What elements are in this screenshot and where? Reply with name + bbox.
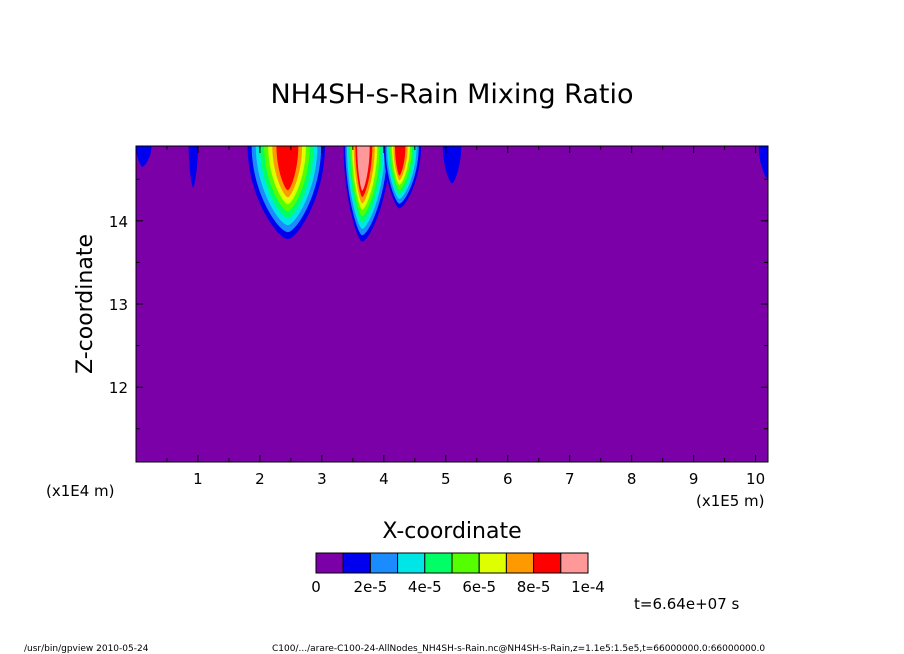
- x-tick-label: 6: [503, 470, 513, 488]
- time-label: t=6.64e+07 s: [634, 595, 740, 613]
- x-tick-label: 2: [255, 470, 265, 488]
- x-tick-label: 3: [317, 470, 327, 488]
- colorbar-label: 8e-5: [517, 578, 551, 596]
- contour-level-8: [276, 146, 299, 191]
- contour-level-1: [188, 146, 198, 188]
- plume-plume-c: [383, 146, 422, 209]
- colorbar-swatch: [369, 552, 399, 574]
- x-tick-label: 8: [627, 470, 637, 488]
- colorbar-swatch: [397, 552, 426, 574]
- footer-left: /usr/bin/gpview 2010-05-24: [24, 644, 149, 654]
- y-tick-label: 13: [109, 296, 128, 314]
- y-tick-label: 12: [109, 379, 128, 397]
- colorbar-label: 6e-5: [462, 578, 496, 596]
- x-tick-label: 1: [193, 470, 203, 488]
- plumes-layer: [136, 146, 768, 242]
- plot-background: [136, 146, 768, 462]
- colorbar-swatch: [478, 552, 507, 574]
- y-ticks: 12 13 14: [109, 178, 768, 430]
- colorbar-swatch: [315, 552, 344, 574]
- colorbar-swatch: [505, 552, 535, 574]
- y-axis-label: Z-coordinate: [73, 234, 98, 374]
- contour-level-1: [136, 146, 152, 167]
- footer-right: C100/.../arare-C100-24-AllNodes_NH4SH-s-…: [272, 644, 765, 654]
- x-unit-label: (x1E5 m): [696, 492, 765, 510]
- chart-title: NH4SH-s-Rain Mixing Ratio: [270, 79, 633, 110]
- colorbar-label: 2e-5: [354, 578, 388, 596]
- colorbar-swatch: [560, 552, 589, 574]
- colorbar-label: 1e-4: [571, 578, 605, 596]
- x-tick-label: 7: [565, 470, 575, 488]
- colorbar-label: 4e-5: [408, 578, 442, 596]
- contour-level-9: [357, 146, 370, 191]
- colorbar-frame: [315, 552, 589, 574]
- x-ticks: 1 2 3 4 5 6 7 8 9 10: [166, 146, 765, 488]
- x-tick-label: 10: [746, 470, 765, 488]
- contour-level-1: [442, 146, 462, 184]
- plume-plume-b: [343, 146, 391, 242]
- plume-plume-d: [442, 146, 462, 184]
- colorbar-swatch: [342, 552, 371, 574]
- plume-plume-f: [188, 146, 198, 188]
- plume-plume-a: [247, 146, 325, 240]
- y-tick-label: 14: [109, 213, 128, 231]
- colorbar-label: 0: [311, 578, 321, 596]
- contour-level-1: [758, 146, 768, 180]
- colorbar: 0 2e-5 4e-5 6e-5 8e-5 1e-4: [311, 552, 605, 596]
- plume-plume-e: [136, 146, 152, 167]
- colorbar-swatch: [424, 552, 453, 574]
- contour-level-8: [394, 146, 406, 176]
- x-tick-label: 4: [379, 470, 389, 488]
- x-tick-label: 9: [689, 470, 699, 488]
- colorbar-swatch: [451, 552, 480, 574]
- y-unit-label: (x1E4 m): [46, 482, 115, 500]
- plume-plume-g: [758, 146, 768, 180]
- x-axis-label: X-coordinate: [382, 519, 521, 544]
- colorbar-swatch: [533, 552, 562, 574]
- x-tick-label: 5: [441, 470, 451, 488]
